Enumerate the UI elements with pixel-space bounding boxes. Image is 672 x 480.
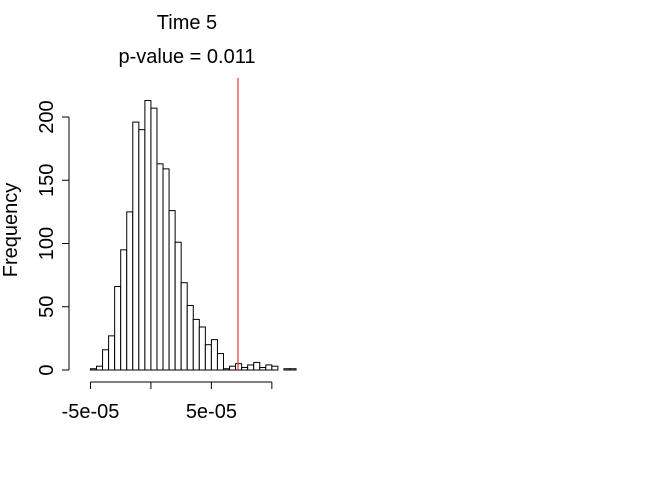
histogram-bar [271, 365, 279, 371]
histogram-bar [222, 368, 231, 371]
histogram-bar [108, 335, 116, 371]
x-tick-label: 5e-05 [186, 401, 237, 423]
histogram-bar [120, 249, 128, 371]
histogram-bar [150, 107, 158, 371]
histogram-bar [114, 286, 122, 371]
y-tick-label: 100 [36, 227, 58, 260]
chart-subtitle: p-value = 0.011 [119, 46, 256, 68]
x-tick-label: -5e-05 [62, 401, 120, 423]
y-tick-label: 150 [36, 164, 58, 197]
histogram-bar [265, 364, 273, 371]
histogram-bar [144, 100, 152, 371]
histogram-bar [102, 349, 110, 371]
histogram-bar [259, 366, 267, 371]
histogram-bar [253, 361, 261, 371]
histogram-bar [132, 121, 140, 371]
histogram-bar [89, 368, 98, 371]
histogram-bar [162, 168, 170, 371]
histogram-bar [235, 363, 243, 371]
histogram-bar [204, 344, 212, 371]
axes: 0 50 100 150 200 -5e-05 5e-05 [36, 100, 273, 423]
histogram-bar [283, 368, 291, 371]
chart-title: Time 5 [157, 12, 217, 34]
histogram-bar [210, 339, 218, 371]
histogram-bar [229, 365, 237, 371]
histogram-bar [168, 210, 176, 371]
histogram-bar [247, 364, 255, 371]
histogram-bars [89, 78, 297, 371]
histogram-bar [241, 366, 249, 371]
histogram-bar [216, 353, 224, 371]
histogram-bar [180, 282, 188, 371]
histogram-bar [96, 365, 104, 371]
histogram-bar [156, 163, 164, 371]
y-axis-label: Frequency [0, 183, 22, 278]
y-tick-label: 50 [36, 296, 58, 318]
y-tick-label: 0 [36, 364, 58, 375]
histogram-bar [186, 304, 194, 371]
histogram-bar [138, 129, 146, 371]
histogram-bar [289, 368, 297, 371]
histogram-bar [174, 241, 182, 371]
histogram-bar [198, 326, 206, 371]
histogram-bar [126, 211, 134, 371]
y-tick-label: 200 [36, 100, 58, 133]
histogram-bar [192, 318, 200, 371]
